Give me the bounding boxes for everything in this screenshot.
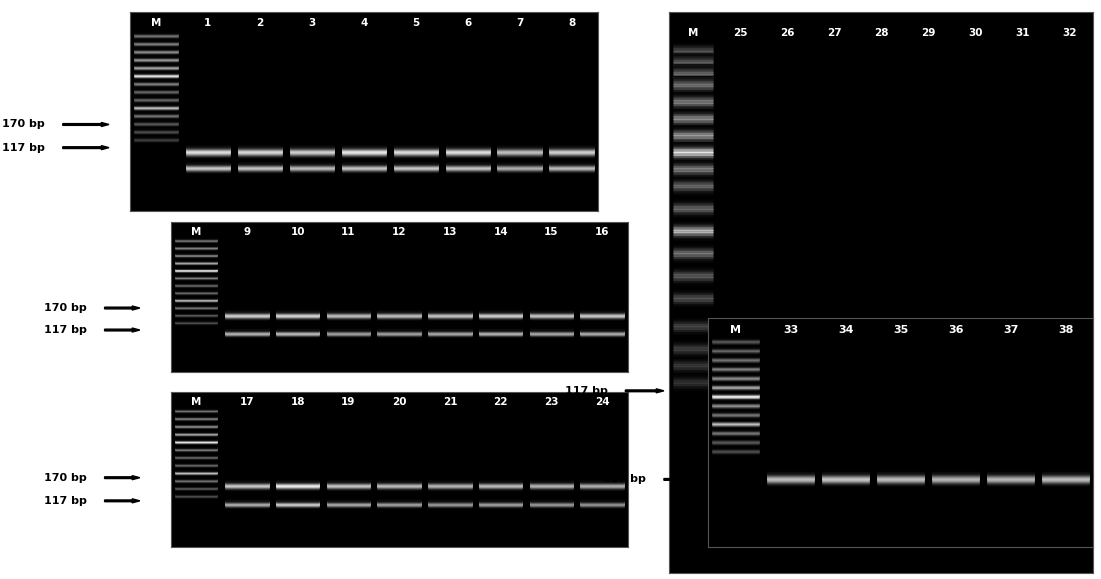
Text: 9: 9 xyxy=(243,227,250,237)
Text: 11: 11 xyxy=(341,227,356,237)
Text: 32: 32 xyxy=(1062,28,1077,38)
Text: M: M xyxy=(688,28,698,38)
Text: 10: 10 xyxy=(291,227,305,237)
Text: 117 bp: 117 bp xyxy=(565,386,608,396)
Text: 24: 24 xyxy=(595,397,610,406)
Text: M: M xyxy=(190,397,201,406)
Text: 22: 22 xyxy=(493,397,508,406)
Text: 8: 8 xyxy=(568,17,576,28)
Text: 117 bp: 117 bp xyxy=(603,474,646,485)
Text: 31: 31 xyxy=(1015,28,1029,38)
Text: 13: 13 xyxy=(443,227,457,237)
Text: 17: 17 xyxy=(240,397,254,406)
Text: M: M xyxy=(151,17,161,28)
Text: 14: 14 xyxy=(493,227,508,237)
Text: 30: 30 xyxy=(968,28,983,38)
Text: 19: 19 xyxy=(341,397,356,406)
Text: 2: 2 xyxy=(257,17,263,28)
Text: 25: 25 xyxy=(733,28,748,38)
Text: 21: 21 xyxy=(443,397,457,406)
Text: 23: 23 xyxy=(544,397,558,406)
Text: 33: 33 xyxy=(783,325,798,335)
Text: 18: 18 xyxy=(291,397,305,406)
Text: 12: 12 xyxy=(392,227,406,237)
Text: 1: 1 xyxy=(205,17,211,28)
Text: 5: 5 xyxy=(412,17,419,28)
Text: 38: 38 xyxy=(1058,325,1073,335)
Text: 117 bp: 117 bp xyxy=(44,325,87,335)
Text: 36: 36 xyxy=(948,325,963,335)
Text: 170 bp: 170 bp xyxy=(44,303,87,313)
Text: 170 bp: 170 bp xyxy=(44,472,87,483)
Text: 34: 34 xyxy=(838,325,853,335)
Text: 29: 29 xyxy=(922,28,936,38)
Text: 4: 4 xyxy=(360,17,368,28)
Text: 16: 16 xyxy=(595,227,610,237)
Text: 15: 15 xyxy=(544,227,558,237)
Text: M: M xyxy=(730,325,741,335)
Text: M: M xyxy=(190,227,201,237)
Text: 20: 20 xyxy=(392,397,406,406)
Text: 3: 3 xyxy=(308,17,316,28)
Text: 117 bp: 117 bp xyxy=(2,142,45,153)
Text: 27: 27 xyxy=(827,28,841,38)
Text: 117 bp: 117 bp xyxy=(44,496,87,506)
Text: 26: 26 xyxy=(780,28,795,38)
Text: 28: 28 xyxy=(874,28,889,38)
Text: 37: 37 xyxy=(1003,325,1018,335)
Text: 7: 7 xyxy=(516,17,524,28)
Text: 35: 35 xyxy=(893,325,908,335)
Text: 170 bp: 170 bp xyxy=(2,119,45,130)
Text: 6: 6 xyxy=(465,17,471,28)
